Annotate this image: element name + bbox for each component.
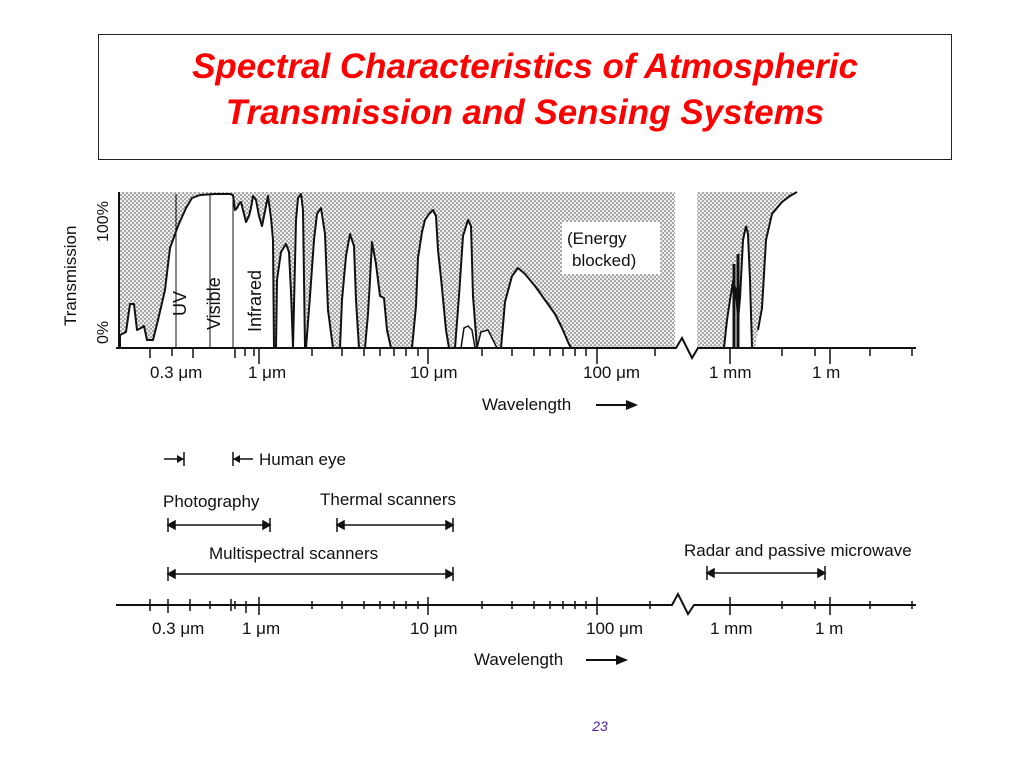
x-tick-label-lower-10um: 10 μm <box>410 619 458 638</box>
x-tick-label-1mm: 1 mm <box>709 363 752 382</box>
system-label-multispectral-scanners: Multispectral scanners <box>209 544 378 563</box>
x-axis-line-lower <box>116 591 916 616</box>
system-label-thermal-scanners: Thermal scanners <box>320 490 456 509</box>
system-label-photography: Photography <box>163 492 260 511</box>
x-tick-label-lower-1mm: 1 mm <box>710 619 753 638</box>
y-tick-100: 100% <box>95 201 112 242</box>
x-tick-label-lower-1um: 1 μm <box>242 619 280 638</box>
mm-window-peaks <box>722 225 754 349</box>
x-axis-label: Wavelength <box>482 395 571 414</box>
x-tick-label-1um: 1 μm <box>248 363 286 382</box>
long-wave-window <box>755 192 900 348</box>
x-tick-label-100um: 100 μm <box>583 363 640 382</box>
band-label-uv: UV <box>170 291 190 316</box>
system-label-human-eye: Human eye <box>259 450 346 469</box>
annotation-blocked: blocked) <box>572 251 636 270</box>
x-axis-ticks-lower <box>149 597 913 615</box>
human-eye-range <box>164 452 253 466</box>
x-axis-arrow-icon-lower <box>586 655 628 665</box>
radar-microwave-range <box>705 566 827 580</box>
long-wave-edge <box>757 191 798 331</box>
x-tick-label-lower-0p3um: 0.3 μm <box>152 619 204 638</box>
y-tick-0: 0% <box>95 321 112 344</box>
x-tick-label-1m: 1 m <box>812 363 840 382</box>
x-tick-label-0p3um: 0.3 μm <box>150 363 202 382</box>
multispectral-scanners-range <box>166 567 455 581</box>
y-axis-label: Transmission <box>61 226 80 326</box>
annotation-energy: (Energy <box>567 229 627 248</box>
x-axis-line <box>116 335 916 361</box>
x-axis-ticks-upper <box>149 348 913 364</box>
slide-title-line-1: Spectral Characteristics of Atmospheric <box>192 47 858 86</box>
x-tick-label-lower-100um: 100 μm <box>586 619 643 638</box>
band-label-infrared: Infrared <box>245 270 265 332</box>
x-tick-label-lower-1m: 1 m <box>815 619 843 638</box>
slide-title-line-2: Transmission and Sensing Systems <box>225 93 825 132</box>
transmission-panel: UV Visible Infrared (Energy blocked) Tra… <box>61 191 916 414</box>
systems-panel: Human eye Photography Thermal scanners M… <box>116 450 916 669</box>
band-label-visible: Visible <box>204 277 224 330</box>
photography-range <box>166 518 272 532</box>
title-box: Spectral Characteristics of Atmospheric … <box>98 34 952 160</box>
spectral-figure: UV Visible Infrared (Energy blocked) Tra… <box>61 191 916 669</box>
page-number: 23 <box>592 718 608 734</box>
thermal-scanners-range <box>335 518 455 532</box>
x-axis-label-lower: Wavelength <box>474 650 563 669</box>
system-label-radar-microwave: Radar and passive microwave <box>684 541 912 560</box>
x-axis-arrow-icon <box>596 400 638 410</box>
x-tick-label-10um: 10 μm <box>410 363 458 382</box>
annotation-backdrop <box>562 222 660 274</box>
